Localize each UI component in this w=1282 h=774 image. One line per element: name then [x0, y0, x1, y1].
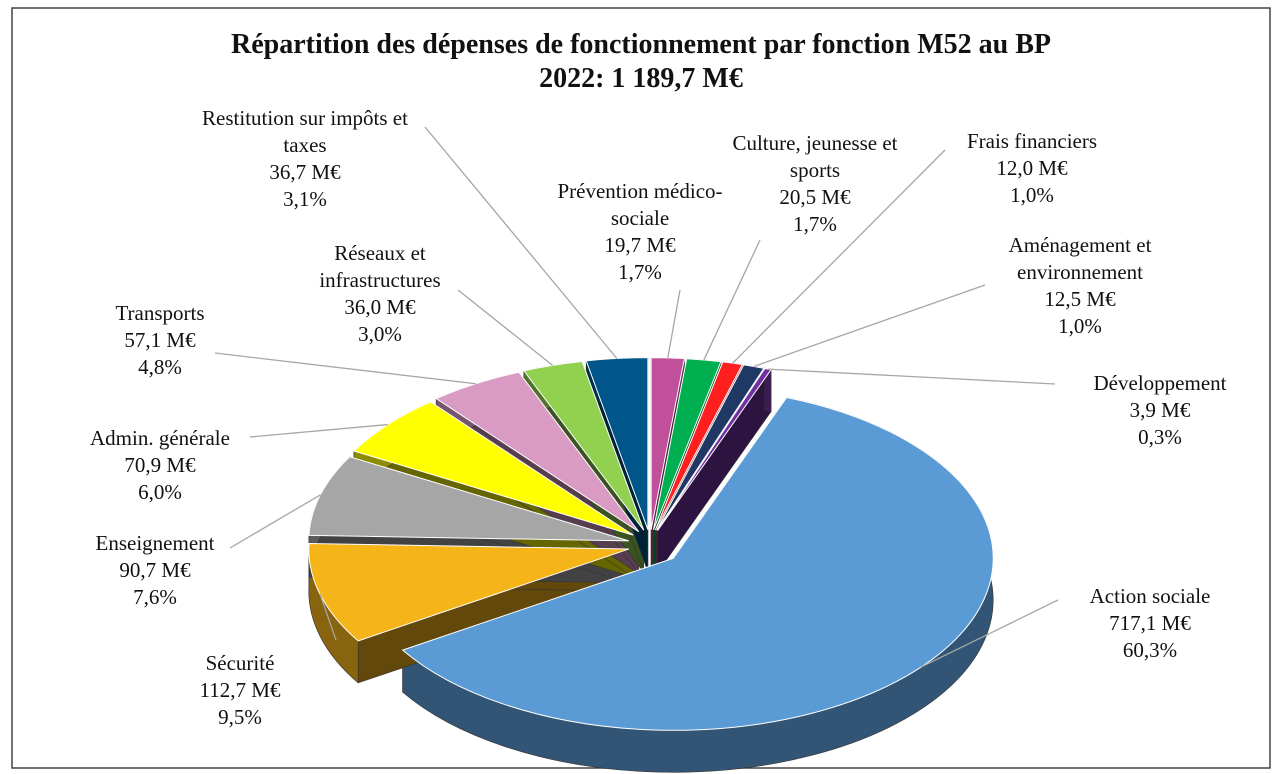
category-label: Développement [1093, 371, 1227, 395]
data-label: Restitution sur impôts et taxes 36,7 M€ 3,… [185, 105, 425, 213]
slice [308, 456, 629, 542]
percent-label: 3,0% [358, 322, 402, 346]
data-label: Aménagement et environnement 12,5 M€ 1,0% [985, 232, 1175, 340]
value-label: 36,7 M€ [269, 160, 341, 184]
leader-lines [214, 126, 1059, 668]
category-label: Réseaux et infrastructures [319, 241, 441, 292]
category-label: Prévention médico-sociale [557, 179, 723, 230]
data-label: Sécurité 112,7 M€ 9,5% [165, 650, 315, 731]
value-label: 36,0 M€ [344, 295, 416, 319]
percent-label: 1,0% [1058, 314, 1102, 338]
percent-label: 1,7% [618, 260, 662, 284]
value-label: 19,7 M€ [604, 233, 676, 257]
percent-label: 7,6% [133, 585, 177, 609]
data-label: Enseignement 90,7 M€ 7,6% [60, 530, 250, 611]
category-label: Culture, jeunesse et sports [732, 131, 898, 182]
value-label: 12,5 M€ [1044, 287, 1116, 311]
percent-label: 9,5% [218, 705, 262, 729]
slice [353, 401, 634, 536]
category-label: Transports [115, 301, 205, 325]
category-label: Sécurité [205, 651, 275, 675]
value-label: 112,7 M€ [199, 678, 281, 702]
slice [523, 360, 645, 531]
slice [435, 371, 640, 533]
category-label: Admin. générale [90, 426, 230, 450]
data-label: Admin. générale 70,9 M€ 6,0% [60, 425, 260, 506]
value-label: 12,0 M€ [996, 156, 1068, 180]
percent-label: 6,0% [138, 480, 182, 504]
percent-label: 0,3% [1138, 425, 1182, 449]
percent-label: 1,7% [793, 212, 837, 236]
leader-line [229, 494, 321, 549]
leader-line [920, 599, 1059, 668]
data-label: Réseaux et infrastructures 36,0 M€ 3,0% [290, 240, 470, 348]
percent-label: 4,8% [138, 355, 182, 379]
slice-tops [308, 357, 994, 731]
category-label: Aménagement et environnement [1008, 233, 1152, 284]
data-label: Culture, jeunesse et sports 20,5 M€ 1,7% [720, 130, 910, 238]
chart-title: Répartition des dépenses de fonctionneme… [230, 29, 1052, 94]
leader-line [319, 593, 337, 641]
data-label: Développement 3,9 M€ 0,3% [1060, 370, 1260, 451]
slice [652, 358, 722, 530]
leader-line [753, 284, 986, 368]
percent-label: 3,1% [283, 187, 327, 211]
data-label: Frais financiers 12,0 M€ 1,0% [932, 128, 1132, 209]
percent-label: 1,0% [1010, 183, 1054, 207]
slice [654, 361, 744, 531]
value-label: 90,7 M€ [119, 558, 191, 582]
category-label: Enseignement [95, 531, 215, 555]
leader-line [214, 352, 476, 385]
data-label: Action sociale 717,1 M€ 60,3% [1050, 583, 1250, 664]
leader-line [424, 126, 618, 359]
slice [650, 357, 685, 530]
value-label: 70,9 M€ [124, 453, 196, 477]
leader-line [703, 239, 761, 361]
value-label: 20,5 M€ [779, 185, 851, 209]
data-label: Prévention médico-sociale 19,7 M€ 1,7% [545, 178, 735, 286]
leader-line [732, 149, 946, 364]
category-label: Action sociale [1089, 584, 1211, 608]
data-label: Transports 57,1 M€ 4,8% [85, 300, 235, 381]
slice [585, 357, 649, 530]
leader-line [457, 289, 553, 366]
value-label: 717,1 M€ [1109, 611, 1191, 635]
category-label: Restitution sur impôts et taxes [202, 106, 408, 157]
category-label: Frais financiers [966, 129, 1098, 153]
percent-label: 60,3% [1122, 638, 1178, 662]
value-label: 57,1 M€ [124, 328, 196, 352]
leader-line [249, 423, 389, 438]
leader-line [667, 289, 681, 358]
leader-line [767, 368, 1056, 385]
value-label: 3,9 M€ [1129, 398, 1191, 422]
